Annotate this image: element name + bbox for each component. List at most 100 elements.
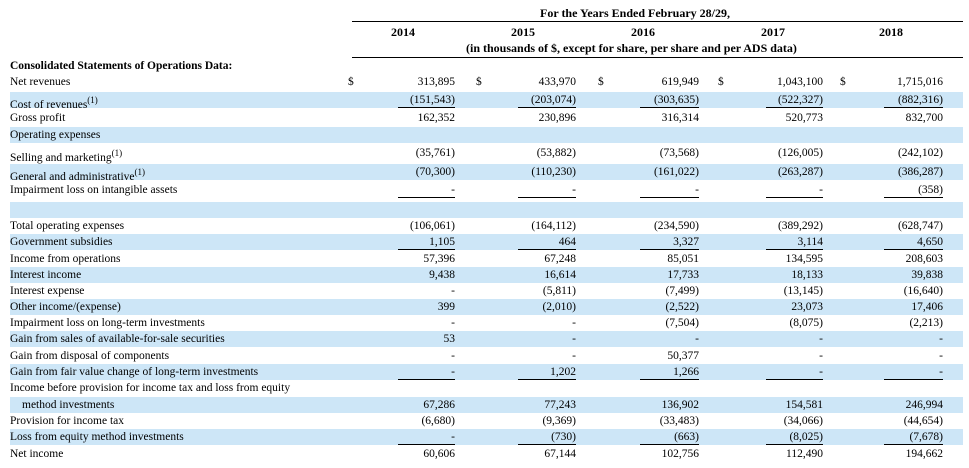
value-cell: (522,327) — [766, 92, 823, 108]
value-cell: 464 — [518, 234, 576, 250]
row-label-text: Loss from equity method investments — [10, 431, 184, 443]
header-rule-bottom — [352, 57, 963, 58]
value-cell: (164,112) — [531, 220, 576, 232]
table-row: Interest expense - (5,811) (7,499) (13,145) (… — [0, 283, 969, 299]
table-row: Provision for income tax (6,680) (9,369) (3… — [0, 413, 969, 429]
row-label: Selling and marketing(1) — [10, 145, 122, 166]
row-label-text: Interest expense — [10, 285, 85, 297]
value-cell: (33,483) — [659, 415, 699, 427]
value-cell: 433,970 — [538, 76, 576, 88]
value-cell: (8,075) — [789, 317, 823, 329]
row-label-text: Selling and marketing — [10, 151, 112, 164]
row-label-text: Government subsidies — [10, 236, 113, 248]
value-cell: 520,773 — [785, 112, 823, 124]
value-cell: - — [398, 429, 455, 445]
value-cell: 162,352 — [417, 112, 455, 124]
value-cell: 67,286 — [423, 399, 455, 411]
value-cell: 1,266 — [640, 364, 699, 380]
value-cell: (7,499) — [665, 285, 699, 297]
value-cell: - — [572, 317, 576, 329]
value-cell: 67,144 — [544, 448, 576, 460]
value-cell: (358) — [884, 182, 943, 198]
row-label: Provision for income tax — [10, 413, 124, 429]
value-cell: 1,105 — [398, 234, 455, 250]
value-cell: 1,715,016 — [897, 76, 943, 88]
value-cell: - — [451, 350, 455, 362]
value-cell: 77,243 — [544, 399, 576, 411]
section-title: Consolidated Statements of Operations Da… — [10, 60, 233, 72]
value-cell: 23,073 — [791, 301, 823, 313]
header-rule-top — [352, 21, 963, 22]
value-cell: 17,733 — [667, 269, 699, 281]
value-cell: - — [939, 333, 943, 345]
row-label-text: Gross profit — [10, 112, 66, 124]
value-cell: (106,061) — [409, 220, 455, 232]
year-2018: 2018 — [879, 25, 903, 39]
value-cell: 134,595 — [785, 253, 823, 265]
value-cell: - — [451, 285, 455, 297]
row-label-text: Cost of revenues — [10, 98, 88, 111]
header-period: For the Years Ended February 28/29, — [540, 6, 730, 20]
value-cell: (34,066) — [783, 415, 823, 427]
table-row: General and administrative(1) (70,300) (11… — [0, 164, 969, 183]
currency-symbol: $ — [348, 76, 354, 88]
value-cell: (161,022) — [653, 166, 699, 178]
value-cell: - — [819, 333, 823, 345]
value-cell: (53,882) — [536, 147, 576, 159]
footnote-marker: (1) — [111, 148, 123, 158]
value-cell: (7,678) — [884, 429, 943, 445]
value-cell: 194,662 — [905, 448, 943, 460]
value-cell: (6,680) — [421, 415, 455, 427]
value-cell: 60,606 — [423, 448, 455, 460]
table-row: Income before provision for income tax a… — [0, 380, 969, 396]
value-cell: - — [695, 333, 699, 345]
value-cell: 230,896 — [538, 112, 576, 124]
row-label-text: Income from operations — [10, 253, 121, 265]
value-cell: 246,994 — [905, 399, 943, 411]
value-cell: - — [766, 364, 823, 380]
row-label-text: General and administrative — [10, 170, 135, 183]
row-label: Cost of revenues(1) — [10, 92, 98, 113]
value-cell: 3,327 — [640, 234, 699, 250]
value-cell: (389,292) — [777, 220, 823, 232]
value-cell: 16,614 — [544, 269, 576, 281]
value-cell: - — [819, 350, 823, 362]
value-cell: (126,005) — [777, 147, 823, 159]
table-row: Gain from disposal of components - - 50,377… — [0, 348, 969, 364]
row-label-text: Net income — [10, 448, 64, 460]
value-cell: (2,213) — [909, 317, 943, 329]
value-cell: - — [939, 350, 943, 362]
table-row: method investments 67,286 77,243 136,902 154… — [0, 397, 969, 413]
value-cell: 4,650 — [884, 234, 943, 250]
table-row: Interest income 9,438 16,614 17,733 18,133 39… — [0, 267, 969, 283]
value-cell: - — [572, 350, 576, 362]
table-row: Government subsidies 1,105 464 3,327 3,114 4,… — [0, 234, 969, 250]
value-cell: 85,051 — [667, 253, 699, 265]
row-label-text: Net revenues — [10, 76, 71, 88]
value-cell: (16,640) — [903, 285, 943, 297]
table-row: Gain from fair value change of long-term… — [0, 364, 969, 380]
value-cell: (2,522) — [665, 301, 699, 313]
value-cell: 399 — [437, 301, 455, 313]
value-cell: 39,838 — [911, 269, 943, 281]
value-cell: - — [884, 364, 943, 380]
value-cell: (7,504) — [665, 317, 699, 329]
row-label: Interest expense — [10, 283, 84, 299]
row-label: Interest income — [10, 267, 81, 283]
value-cell: 112,490 — [786, 448, 823, 460]
value-cell: 154,581 — [785, 399, 823, 411]
row-label-text: Operating expenses — [10, 129, 101, 141]
value-cell: 1,043,100 — [777, 76, 823, 88]
value-cell: 50,377 — [667, 350, 699, 362]
row-label: Net income — [10, 446, 63, 462]
row-label: Impairment loss on intangible assets — [10, 182, 177, 198]
value-cell: (13,145) — [783, 285, 823, 297]
row-label: Gain from fair value change of long-term… — [10, 364, 258, 380]
value-cell: (2,010) — [542, 301, 576, 313]
row-label: General and administrative(1) — [10, 164, 145, 185]
row-label: Gain from disposal of components — [10, 348, 169, 364]
table-row: Net income 60,606 67,144 102,756 112,490 194,… — [0, 446, 969, 462]
value-cell: (303,635) — [640, 92, 699, 108]
header-units: (in thousands of $, except for share, pe… — [466, 41, 797, 55]
